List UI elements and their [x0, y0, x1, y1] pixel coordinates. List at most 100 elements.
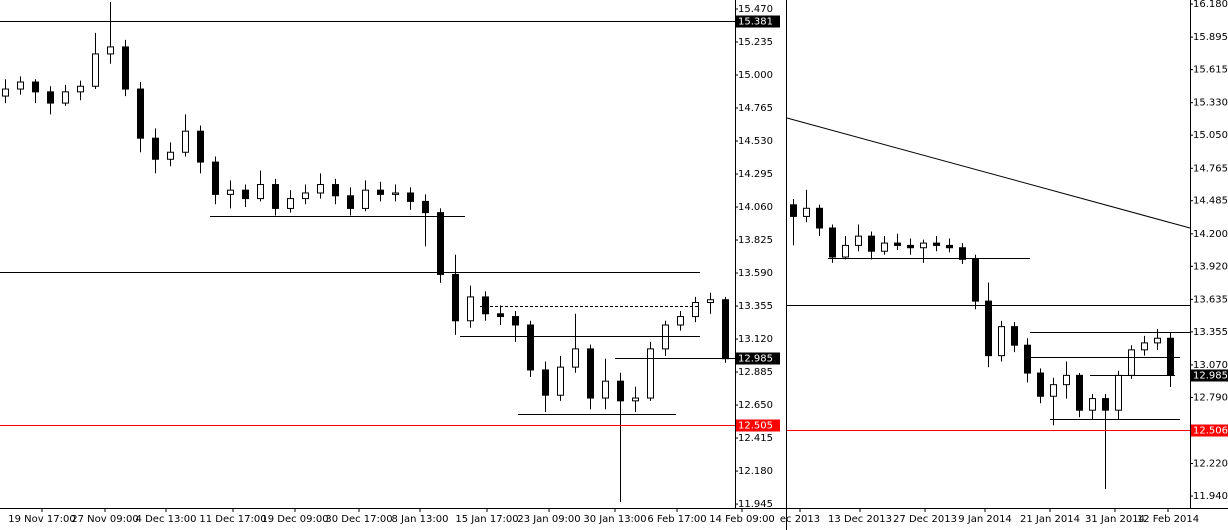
x-tick-label: 8 Jan 13:00 [392, 514, 449, 525]
candle-body [617, 380, 624, 402]
price-box-label: 12.506 [1193, 426, 1228, 437]
x-tick-label: 19 Dec 09:00 [261, 514, 328, 525]
candle-body [152, 137, 159, 160]
candle-body [422, 200, 429, 214]
candle-body [1024, 344, 1031, 374]
candle-body [512, 316, 519, 326]
candle-body [197, 130, 204, 163]
candle-body [182, 130, 189, 153]
candle-body [920, 242, 927, 249]
candle-body [1063, 374, 1070, 386]
y-tick-label: 12.650 [738, 400, 773, 411]
candle-body [816, 207, 823, 229]
candle-body [1011, 326, 1018, 346]
candle-body [946, 244, 953, 249]
candle-body [377, 189, 384, 195]
candle-body [632, 397, 639, 402]
y-tick-label: 12.415 [738, 433, 773, 444]
price-box [736, 352, 780, 365]
price-box-label: 12.985 [1193, 371, 1228, 382]
y-tick-label: 15.330 [1193, 98, 1228, 109]
candle-body [842, 244, 849, 258]
candle-body [77, 85, 84, 93]
candle-body [482, 296, 489, 315]
candle-body [803, 207, 810, 217]
y-tick-label: 13.920 [1193, 261, 1228, 272]
y-tick-label: 12.790 [1193, 392, 1228, 403]
candle-body [317, 184, 324, 194]
candle-body [572, 348, 579, 368]
candle-body [437, 212, 444, 275]
y-tick-label: 15.235 [738, 37, 773, 48]
y-tick-label: 14.295 [738, 169, 773, 180]
price-box [1191, 424, 1228, 437]
candle-body [362, 189, 369, 209]
candle-body [647, 348, 654, 399]
candle-body [972, 258, 979, 302]
candle-body [272, 184, 279, 209]
candle-body [894, 242, 901, 246]
y-tick-label: 16.180 [1193, 0, 1228, 10]
candle-body [855, 235, 862, 246]
candle-body [557, 366, 564, 396]
candle-body [587, 348, 594, 399]
y-tick-label: 14.530 [738, 136, 773, 147]
candle-body [62, 91, 69, 104]
y-tick-label: 13.355 [1193, 327, 1228, 338]
x-tick-label: 30 Jan 13:00 [583, 514, 646, 525]
candle-body [242, 189, 249, 200]
candle-body [1089, 398, 1096, 411]
y-tick-label: 15.615 [1193, 65, 1228, 76]
y-tick-label: 15.470 [738, 4, 773, 15]
y-tick-label: 11.940 [1193, 491, 1228, 502]
price-box [736, 15, 780, 28]
candle-body [212, 161, 219, 195]
candle-body [1141, 342, 1148, 351]
x-tick-label: 14 Feb 09:00 [709, 514, 775, 525]
candle-body [692, 302, 699, 318]
y-tick-label: 14.765 [738, 103, 773, 114]
candle-body [1037, 372, 1044, 397]
candle-body [829, 227, 836, 258]
candle-body [881, 242, 888, 252]
candle-body [707, 299, 714, 304]
candle-body [722, 299, 729, 360]
y-tick-label: 15.895 [1193, 32, 1228, 43]
candle-body [332, 184, 339, 197]
y-tick-label: 14.200 [1193, 229, 1228, 240]
x-tick-label: 27 Nov 09:00 [71, 514, 138, 525]
candle-body [467, 296, 474, 322]
price-box-label: 12.985 [738, 354, 773, 365]
candle-body [452, 273, 459, 322]
candle-body [907, 244, 914, 249]
x-tick-label: 6 Feb 17:00 [647, 514, 706, 525]
candle-body [497, 313, 504, 318]
candle-body [959, 247, 966, 260]
candle-body [122, 46, 129, 90]
candle-body [407, 192, 414, 202]
candle-body [257, 184, 264, 200]
y-tick-label: 15.050 [1193, 130, 1228, 141]
x-tick-label: 30 Dec 17:00 [325, 514, 392, 525]
x-tick-label: 23 Jan 09:00 [517, 514, 580, 525]
candle-body [107, 46, 114, 55]
y-tick-label: 14.765 [1193, 163, 1228, 174]
x-tick-label: 31 Jan 2014 [1085, 514, 1145, 525]
candle-body [287, 198, 294, 209]
y-tick-label: 12.180 [738, 466, 773, 477]
x-tick-label: ec 2013 [780, 514, 820, 525]
x-tick-label: 11 Dec 17:00 [199, 514, 266, 525]
y-tick-label: 13.590 [738, 268, 773, 279]
x-tick-label: 15 Jan 17:00 [455, 514, 518, 525]
y-tick-label: 13.635 [1193, 294, 1228, 305]
candle-body [392, 192, 399, 195]
price-box-label: 12.505 [738, 421, 773, 432]
candle-body [1167, 337, 1174, 376]
candle-body [2, 88, 9, 97]
candle-body [17, 81, 24, 90]
x-tick-label: 27 Dec 2013 [893, 514, 957, 525]
trendline [786, 117, 1191, 229]
y-tick-label: 11.945 [738, 499, 773, 510]
